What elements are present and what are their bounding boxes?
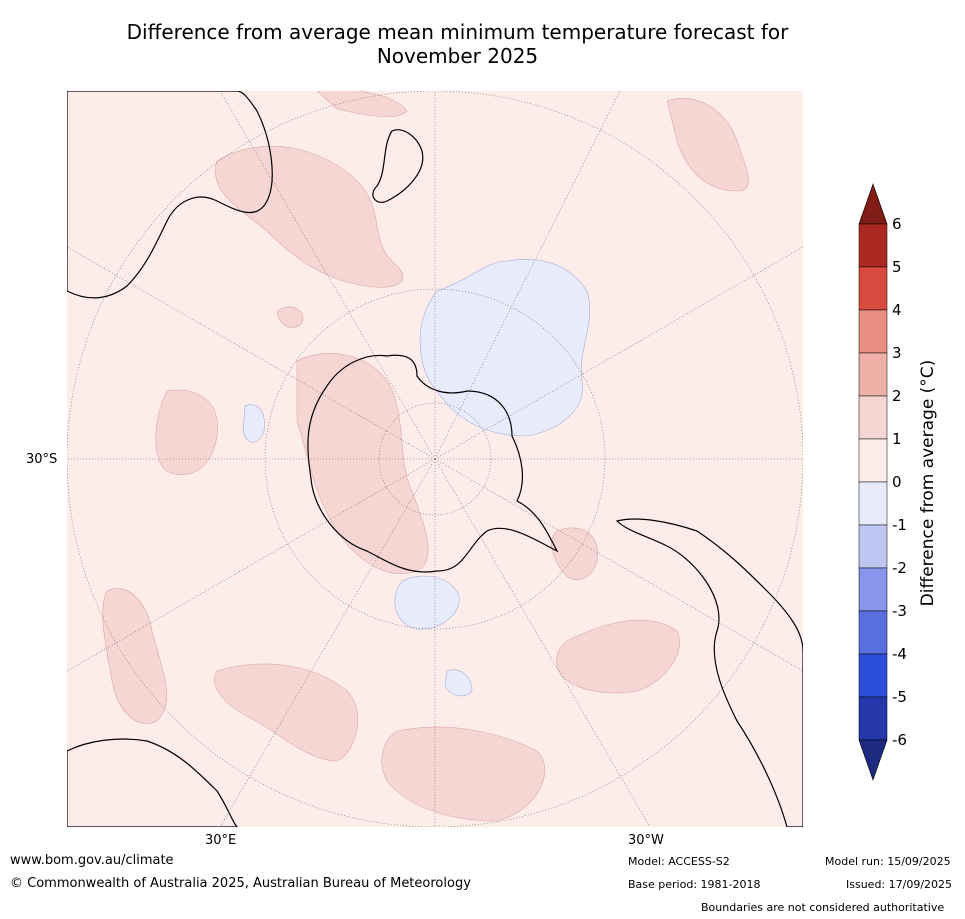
colorbar-segment — [858, 395, 888, 440]
colorbar-tick-label: -4 — [892, 645, 907, 663]
warm-region-central — [296, 353, 429, 574]
warm-region-south — [381, 726, 546, 822]
warm-region-southeast — [556, 619, 680, 694]
colorbar-label: Difference from average (°C) — [918, 359, 938, 607]
colorbar-segment — [858, 653, 888, 698]
colorbar-segment — [858, 524, 888, 569]
colorbar-segment — [858, 309, 888, 354]
cool-region-small — [444, 669, 473, 697]
meridian-210 — [219, 458, 436, 827]
colorbar-tick-label: 4 — [892, 301, 902, 319]
latitude-label: 30°S — [26, 452, 58, 467]
title-line-1: Difference from average mean minimum tem… — [126, 20, 789, 44]
colorbar-segment — [858, 610, 888, 655]
latitude-circles — [67, 91, 803, 827]
disclaimer-text: Boundaries are not considered authoritat… — [701, 901, 945, 914]
map-title: Difference from average mean minimum tem… — [60, 20, 855, 68]
warm-region-southwest-2 — [214, 663, 359, 762]
colorbar-max-triangle — [858, 183, 888, 225]
warm-region-mid-east — [551, 527, 599, 580]
warm-region-small — [276, 306, 304, 328]
map-panel — [67, 91, 803, 827]
colorbar-segment — [858, 266, 888, 311]
africa-coast — [67, 738, 238, 827]
colorbar-tick-label: -3 — [892, 602, 907, 620]
colorbar — [858, 183, 888, 781]
title-line-2: November 2025 — [376, 44, 539, 68]
colorbar-tick-label: 2 — [892, 387, 902, 405]
colorbar-tick-label: 6 — [892, 215, 902, 233]
colorbar-tick-label: 3 — [892, 344, 902, 362]
colorbar-tick-label: 0 — [892, 473, 902, 491]
colorbar-tick-label: -2 — [892, 559, 907, 577]
website-link[interactable]: www.bom.gov.au/climate — [10, 853, 174, 868]
longitude-label-left: 30°E — [205, 833, 237, 848]
meridian-lines — [67, 91, 803, 827]
australia-coast — [67, 91, 273, 299]
colorbar-segment — [858, 438, 888, 483]
cool-region-south — [394, 575, 460, 630]
issued-text: Issued: 17/09/2025 — [846, 878, 953, 891]
warm-region-northeast — [316, 91, 408, 117]
colorbar-segment — [858, 352, 888, 397]
colorbar-segment — [858, 223, 888, 268]
new-zealand-coast — [372, 129, 424, 203]
south-america-coast — [615, 518, 803, 827]
colorbar-segment — [858, 567, 888, 612]
colorbar-min-triangle — [858, 739, 888, 781]
copyright-text: © Commonwealth of Australia 2025, Austra… — [10, 876, 471, 891]
latitude-circle-inner — [378, 402, 492, 516]
polar-map — [67, 91, 803, 827]
warm-region-east — [666, 98, 749, 192]
warm-region-north — [215, 145, 404, 288]
model-run-text: Model run: 15/09/2025 — [825, 855, 951, 868]
antarctica-outline — [307, 354, 559, 573]
colorbar-segment — [858, 696, 888, 741]
colorbar-tick-label: -5 — [892, 688, 907, 706]
longitude-label-right: 30°W — [628, 833, 664, 848]
warm-region-southwest-1 — [102, 588, 168, 724]
colorbar-segment — [858, 481, 888, 526]
meridian-330 — [219, 91, 436, 460]
meridian-150 — [434, 458, 651, 827]
colorbar-tick-label: -1 — [892, 516, 907, 534]
cool-region-west — [242, 404, 265, 443]
warm-anomaly-regions — [102, 91, 749, 822]
model-text: Model: ACCESS-S2 — [628, 855, 730, 868]
colorbar-tick-label: -6 — [892, 731, 907, 749]
colorbar-tick-label: 1 — [892, 430, 902, 448]
latitude-circle-mid — [264, 288, 606, 630]
warm-region-west — [155, 389, 218, 475]
colorbar-segments — [858, 223, 888, 741]
colorbar-tick-label: 5 — [892, 258, 902, 276]
base-period-text: Base period: 1981-2018 — [628, 878, 761, 891]
